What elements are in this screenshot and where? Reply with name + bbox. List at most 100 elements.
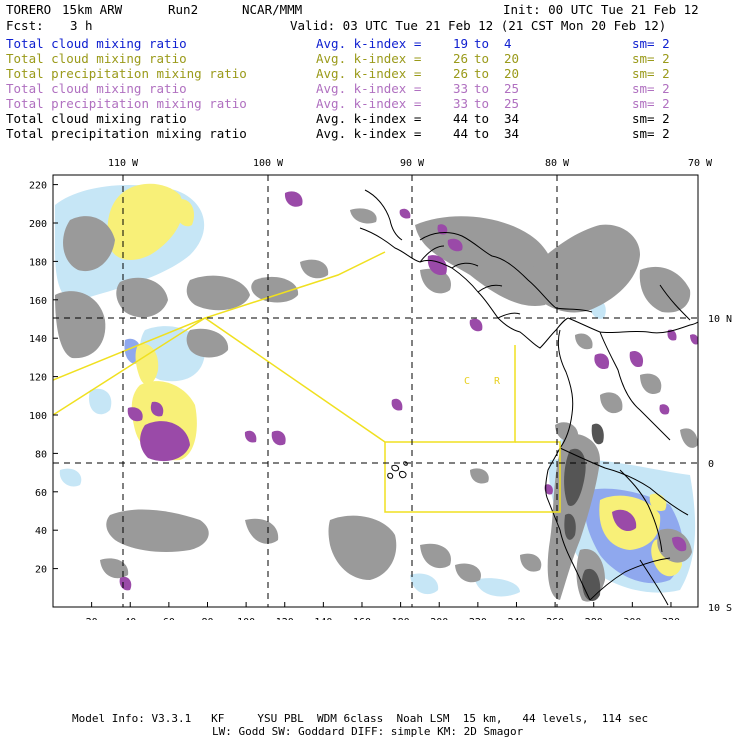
legend-value-end: 34 <box>504 126 520 141</box>
lon-label-90w: 90 W <box>400 158 425 169</box>
coastline-south-america <box>567 317 698 334</box>
country-border <box>451 262 479 269</box>
light-blue-area <box>89 388 112 415</box>
gray-area <box>186 275 250 311</box>
legend-value-start: 26 <box>453 51 469 66</box>
init-time: Init: 00 UTC Tue 21 Feb 12 <box>503 2 699 17</box>
purple-area <box>469 318 483 332</box>
gray-area <box>106 509 209 552</box>
legend-smoothing: sm= 2 <box>632 51 670 66</box>
region-label-c: C <box>464 376 470 387</box>
gray-area <box>639 266 691 313</box>
legend-kindex-label: Avg. k-index = <box>316 81 422 96</box>
gray-area <box>455 563 481 583</box>
gray-area <box>63 216 115 272</box>
legend-smoothing: sm= 2 <box>632 126 670 141</box>
galapagos-island <box>387 472 394 479</box>
purple-area <box>391 398 403 411</box>
purple-area <box>140 421 190 462</box>
purple-area <box>437 224 448 235</box>
legend-value-end: 20 <box>504 51 520 66</box>
legend-value-start: 33 <box>453 81 469 96</box>
y-tick-label: 60 <box>35 488 47 499</box>
galapagos-island <box>399 471 407 479</box>
purple-area <box>447 238 463 252</box>
purple-area <box>612 509 637 532</box>
y-tick-label: 160 <box>29 296 47 307</box>
legend-kindex-label: Avg. k-index = <box>316 51 422 66</box>
purple-area <box>629 350 644 368</box>
purple-area <box>594 353 610 370</box>
purple-area <box>150 401 164 417</box>
light-blue-area <box>475 578 520 597</box>
domain-boundary <box>53 251 386 416</box>
legend-to: to <box>474 81 490 96</box>
legend-to: to <box>474 66 490 81</box>
legend-value-start: 44 <box>453 126 469 141</box>
legend-row: Total precipitation mixing ratio Avg. k-i… <box>6 66 736 81</box>
gray-area <box>600 392 623 414</box>
dark-gray-cloud-areas <box>564 423 604 602</box>
coastline-sa-west <box>545 329 591 601</box>
gray-area <box>470 468 489 484</box>
purple-area <box>427 255 447 276</box>
country-border <box>599 331 671 441</box>
gray-area <box>55 291 106 359</box>
x-tick-label: 80 <box>201 617 213 620</box>
galapagos-island <box>403 461 408 466</box>
legend-field-name: Total precipitation mixing ratio <box>6 96 247 111</box>
x-tick-label: 160 <box>353 617 371 620</box>
x-tick-label: 180 <box>392 617 410 620</box>
gray-area <box>415 216 555 306</box>
country-border <box>419 245 445 263</box>
model-info-line: Model Info: V3.3.1 KF YSU PBL WDM 6class… <box>72 712 649 725</box>
galapagos-island <box>391 464 399 472</box>
x-tick-label: 60 <box>163 617 175 620</box>
legend-field-name: Total precipitation mixing ratio <box>6 126 247 141</box>
lat-label-0: 0 <box>708 459 714 470</box>
legend-kindex-label: Avg. k-index = <box>316 36 422 51</box>
y-tick-label: 140 <box>29 334 47 345</box>
map-plot: C R 110 W 100 W 90 W 80 W 70 W 10 N 0 10… <box>29 158 732 620</box>
physics-info-line: LW: Godd SW: Goddard DIFF: simple KM: 2D… <box>212 725 524 738</box>
source-label: NCAR/MMM <box>242 2 303 17</box>
forecast-label: Fcst: <box>6 18 44 33</box>
legend-value-start: 19 <box>453 36 469 51</box>
legend-value-end: 25 <box>504 81 520 96</box>
plot-frame <box>52 174 699 608</box>
x-tick-label: 20 <box>86 617 98 620</box>
gray-area <box>680 428 698 448</box>
gray-area <box>251 276 299 303</box>
x-tick-label: 320 <box>662 617 680 620</box>
purple-area <box>690 334 698 345</box>
purple-area <box>399 208 411 219</box>
legend-field-name: Total cloud mixing ratio <box>6 51 187 66</box>
legend-row: Total precipitation mixing ratio Avg. k-i… <box>6 96 736 111</box>
y-tick-label: 180 <box>29 257 47 268</box>
legend-to: to <box>474 126 490 141</box>
gray-area <box>520 553 542 572</box>
region-label-r: R <box>494 376 501 387</box>
y-tick-labels: 220 200 180 160 140 120 100 80 60 40 20 <box>29 181 47 576</box>
country-border <box>639 559 669 606</box>
domain-boundaries <box>53 251 561 513</box>
legend-row: Total precipitation mixing ratio Avg. k-i… <box>6 126 736 141</box>
legend-to: to <box>474 51 490 66</box>
gray-area <box>328 515 397 580</box>
gray-area <box>300 259 329 279</box>
yellow-area <box>107 183 184 260</box>
purple-area <box>244 430 257 443</box>
legend-row: Total cloud mixing ratio Avg. k-index = 26… <box>6 51 736 66</box>
legend-field-name: Total cloud mixing ratio <box>6 81 187 96</box>
gray-area <box>100 558 129 579</box>
purple-area <box>659 404 670 415</box>
legend-smoothing: sm= 2 <box>632 81 670 96</box>
purple-area <box>271 430 286 446</box>
coastline-peninsula <box>364 189 403 241</box>
gray-area <box>420 543 451 569</box>
y-tick-label: 20 <box>35 565 47 576</box>
y-tick-label: 80 <box>35 449 47 460</box>
legend-value-start: 44 <box>453 111 469 126</box>
country-border <box>659 284 691 321</box>
field-layer <box>53 175 698 607</box>
